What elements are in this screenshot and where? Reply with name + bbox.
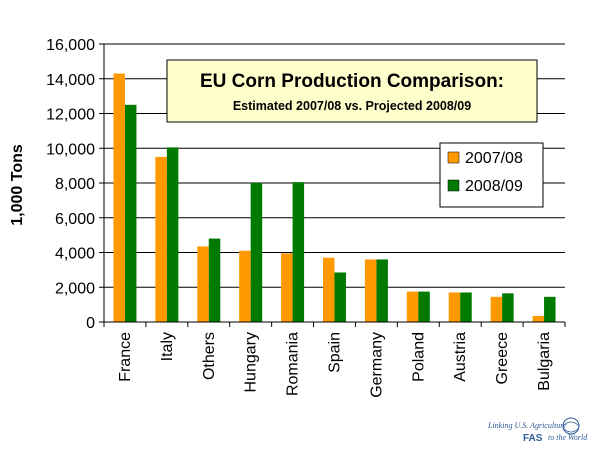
bar-romania-2007-08 (281, 253, 293, 322)
y-tick-label: 8,000 (55, 176, 95, 193)
bar-poland-2008-09 (418, 291, 430, 322)
category-label: Others (201, 332, 218, 380)
y-tick-label: 10,000 (46, 141, 95, 158)
bar-italy-2007-08 (155, 156, 167, 322)
bars (113, 73, 556, 322)
y-tick-label: 4,000 (55, 246, 95, 263)
category-label: Austria (452, 332, 469, 382)
bar-italy-2008-09 (166, 147, 179, 322)
bar-germany-2008-09 (376, 259, 388, 322)
category-label: Germany (368, 332, 385, 398)
y-tick-label: 6,000 (55, 211, 95, 228)
category-label: Romania (285, 332, 302, 396)
bar-austria-2008-09 (460, 292, 472, 322)
bar-others-2007-08 (197, 246, 209, 322)
chart-title: EU Corn Production Comparison: (200, 71, 504, 92)
bar-bulgaria-2007-08 (532, 315, 545, 322)
bar-hungary-2007-08 (239, 250, 251, 322)
bar-germany-2007-08 (364, 259, 377, 322)
bar-spain-2007-08 (323, 257, 335, 322)
axis-labels: 0 2,000 4,000 6,000 8,000 10,000 12,000 14,000 1… (46, 37, 553, 398)
y-tick-label: 16,000 (46, 37, 95, 54)
logo-tagline-bottom: to the World (548, 433, 588, 442)
bar-france-2007-08 (113, 73, 125, 322)
bar-france-2008-09 (124, 104, 137, 322)
logo-brand: FAS (523, 433, 543, 444)
category-label: Greece (494, 332, 511, 385)
legend: 2007/08 2008/09 (439, 142, 544, 208)
globe-icon (562, 417, 580, 435)
category-label: France (117, 332, 134, 382)
legend-label-2008-09: 2008/09 (465, 178, 523, 195)
logo-tagline-top: Linking U.S. Agriculture (487, 421, 567, 430)
y-tick-label: 0 (86, 315, 95, 332)
bar-poland-2007-08 (406, 291, 419, 322)
legend-label-2007-08: 2007/08 (465, 150, 523, 167)
bar-spain-2008-09 (334, 272, 346, 322)
bar-greece-2007-08 (490, 296, 503, 322)
bar-romania-2008-09 (292, 182, 305, 322)
category-label: Hungary (243, 332, 260, 392)
y-axis-title: 1,000 Tons (9, 144, 26, 226)
legend-swatch-2008-09 (447, 179, 460, 192)
y-tick-label: 12,000 (46, 107, 95, 124)
chart-subtitle: Estimated 2007/08 vs. Projected 2008/09 (233, 99, 471, 113)
y-tick-label: 14,000 (46, 72, 95, 89)
category-label: Poland (410, 332, 427, 382)
chart-title-box: EU Corn Production Comparison: Estimated… (166, 59, 538, 123)
bar-others-2008-09 (208, 238, 221, 322)
axes (99, 43, 566, 327)
bar-greece-2008-09 (502, 293, 514, 322)
y-tick-label: 2,000 (55, 280, 95, 297)
category-label: Italy (159, 332, 176, 361)
category-label: Bulgaria (536, 332, 553, 391)
bar-hungary-2008-09 (250, 183, 263, 322)
fas-logo: Linking U.S. Agriculture FAS to the Worl… (487, 417, 588, 444)
bar-austria-2007-08 (448, 292, 461, 322)
category-label: Spain (327, 332, 344, 373)
bar-bulgaria-2008-09 (544, 296, 556, 322)
legend-swatch-2007-08 (447, 151, 460, 164)
